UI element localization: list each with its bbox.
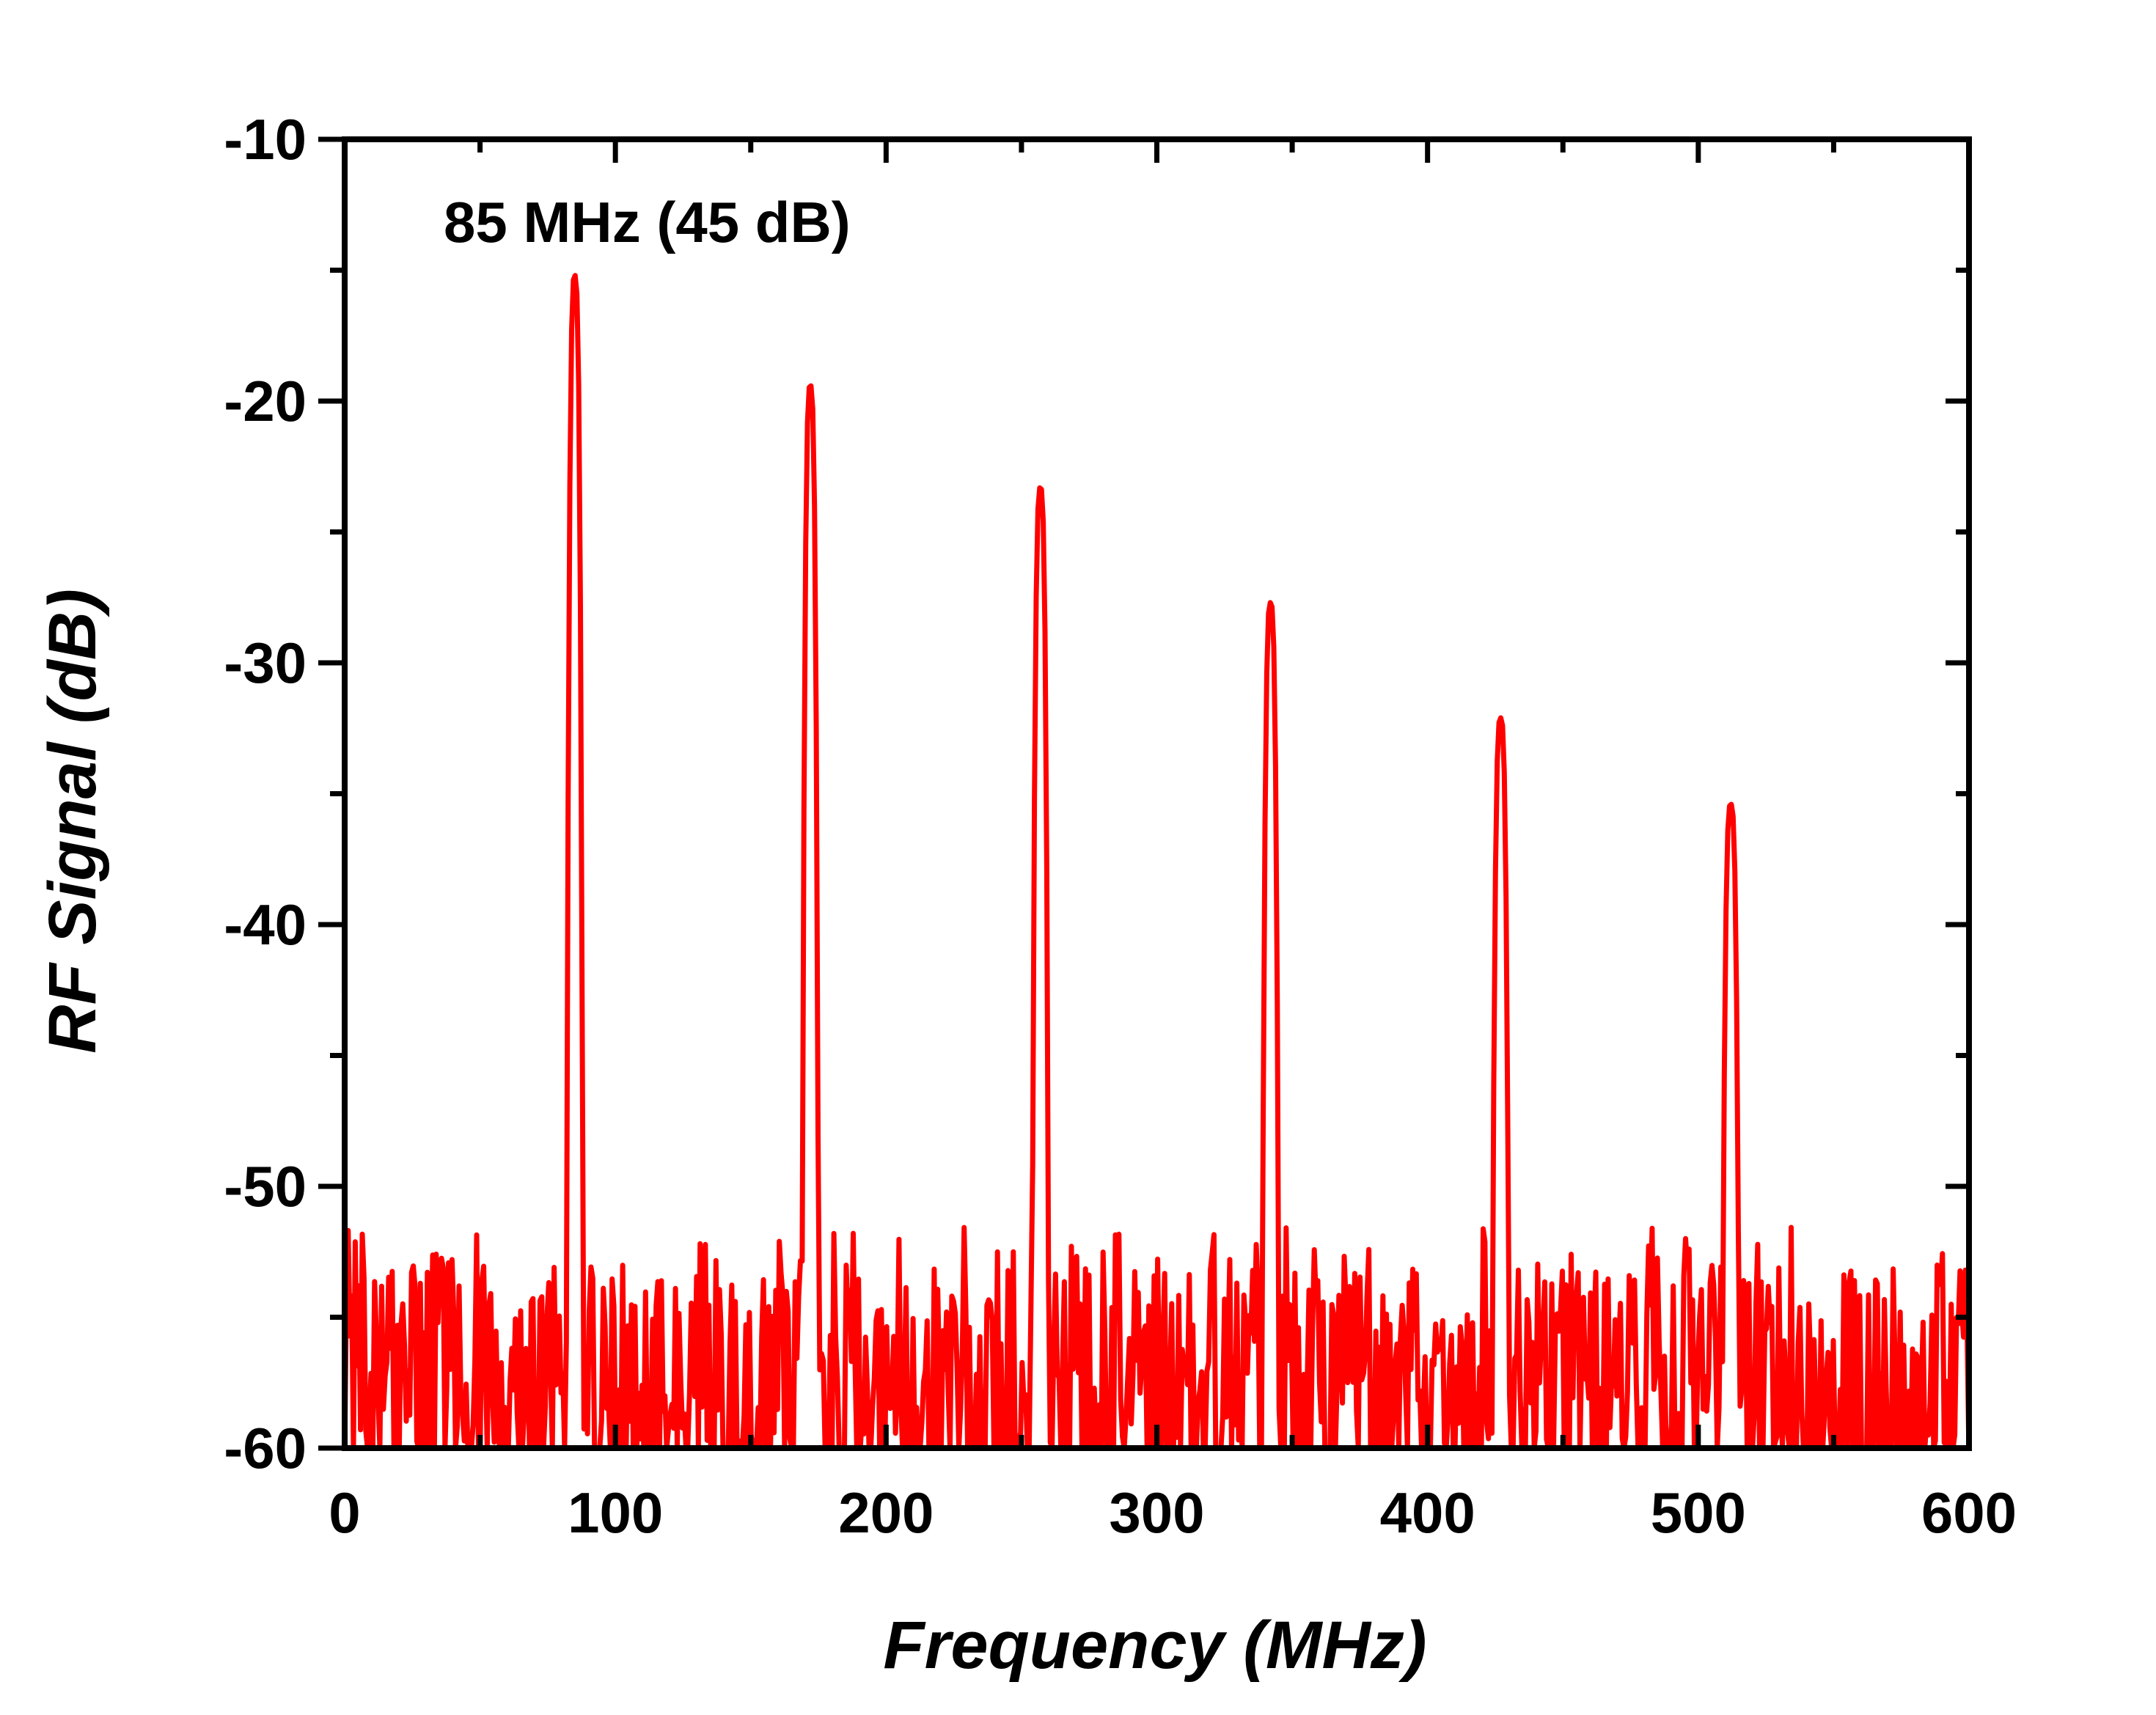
x-tick-label: 0	[329, 1480, 360, 1545]
x-tick-label: 100	[568, 1480, 663, 1545]
spectrum-peak-3	[1040, 487, 1041, 488]
spectrum-peak-5	[1500, 717, 1501, 719]
plot-area	[342, 273, 1972, 1451]
spectrum-peak-4	[1270, 602, 1272, 603]
y-axis-title: RF Signal (dB)	[35, 589, 110, 1054]
x-tick-label: 400	[1380, 1480, 1475, 1545]
y-tick-label: -20	[224, 369, 307, 433]
y-tick-label: -30	[224, 631, 307, 695]
axis-ticks	[318, 136, 1972, 1451]
spectrum-peak-1	[574, 275, 576, 276]
peak-annotation: 85 MHz (45 dB)	[444, 190, 851, 254]
tick-labels: 0 100 200 300 400 500 600 -60 -50 -40 -30 -20 -10	[224, 107, 2017, 1545]
x-tick-label: 600	[1921, 1480, 2017, 1545]
y-tick-label: -50	[224, 1154, 307, 1219]
x-tick-label: 300	[1109, 1480, 1204, 1545]
y-tick-label: -40	[224, 892, 307, 957]
y-tick-label: -10	[224, 107, 307, 172]
x-axis-title: Frequency (MHz)	[883, 1608, 1426, 1683]
y-tick-label: -60	[224, 1416, 307, 1480]
x-tick-label: 500	[1651, 1480, 1746, 1545]
x-tick-label: 200	[838, 1480, 934, 1545]
spectrum-series-line	[342, 273, 1972, 1451]
